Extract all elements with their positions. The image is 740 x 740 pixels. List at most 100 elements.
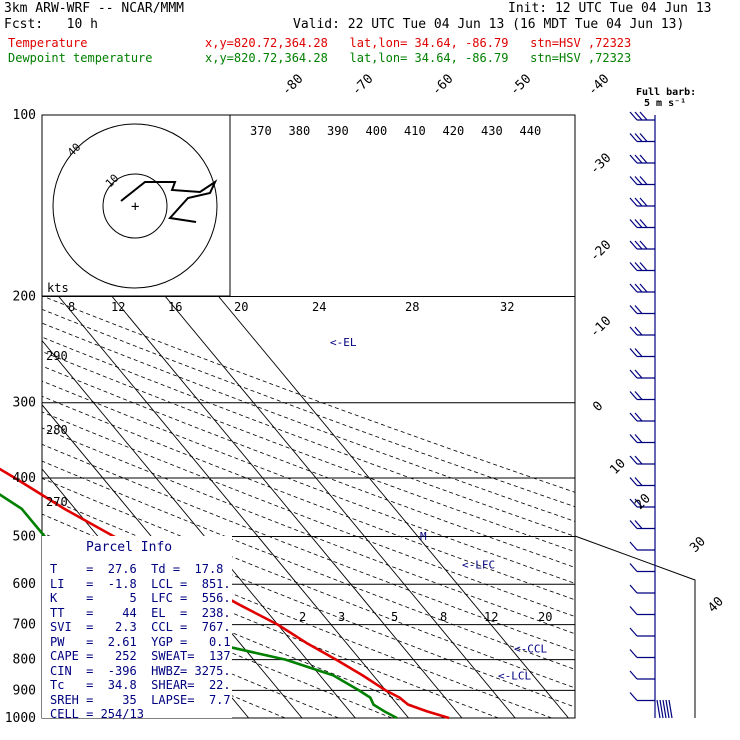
level-marker-label: <-CCL (514, 643, 547, 656)
dry-adiabat (42, 365, 575, 568)
parcel-info-row: Tc = 34.8 SHEAR= 22. (50, 678, 231, 692)
hodograph-origin: + (131, 199, 139, 215)
parcel-info-row: TT = 44 EL = 238. (50, 605, 231, 620)
hodograph-trace (120, 179, 218, 223)
legend-dewpoint: Dewpoint temperature (8, 51, 153, 65)
temperature-tick-label: 40 (705, 594, 727, 616)
surface-barb (662, 699, 667, 719)
hodograph-ring-inner (102, 173, 168, 239)
init-time: Init: 12 UTC Tue 04 Jun 13 (508, 1, 712, 16)
mixing-ratio-label: 16 (168, 300, 182, 314)
theta-label: 370 (250, 124, 272, 138)
pressure-tick-label: 100 (13, 108, 36, 123)
pressure-tick-label: 300 (13, 396, 36, 411)
surface-barb (668, 699, 673, 719)
parcel-info-title: Parcel Info (86, 540, 173, 555)
pressure-tick-label: 500 (13, 529, 36, 544)
level-marker-label: <-EL (330, 336, 357, 349)
isotherm-line (42, 275, 409, 718)
mixing-ratio-label: 32 (500, 300, 514, 314)
surface-barb (656, 699, 661, 719)
wind-barb (629, 563, 655, 573)
level-marker-label: <-LCL (498, 670, 531, 683)
surface-barb (659, 699, 664, 719)
wind-barb (629, 348, 655, 358)
wind-barb (629, 455, 655, 465)
wind-barb (629, 477, 655, 487)
wind-barb (629, 434, 655, 444)
wind-barb (629, 649, 655, 659)
pressure-tick-label: 900 (13, 683, 36, 698)
pressure-tick-label: 700 (13, 618, 36, 633)
location-line-dewpoint: x,y=820.72,364.28 lat,lon= 34.64, -86.79… (205, 51, 632, 65)
parcel-info-row: CELL = 254/13 (50, 707, 144, 721)
wind-barb (629, 541, 655, 551)
parcel-info-row: SVI = 2.3 CCL = 767. (50, 620, 231, 634)
temperature-tick-label: -20 (587, 238, 614, 265)
mixing-ratio-label: 8 (440, 610, 447, 624)
wind-barb (629, 283, 655, 293)
mixing-ratio-label: 3 (338, 610, 345, 624)
parcel-info-row: K = 5 LFC = 556. (50, 591, 231, 605)
surface-barb (665, 699, 670, 719)
pressure-tick-label: 400 (13, 471, 36, 486)
wind-barb (629, 606, 655, 616)
mixing-ratio-label: 12 (484, 610, 498, 624)
parcel-info-row: SREH = 35 LAPSE= 7.7 (50, 692, 231, 707)
pressure-tick-label: 800 (13, 653, 36, 668)
mixing-ratio-label: 28 (405, 300, 419, 314)
hodograph-unit-label: kts (47, 281, 69, 295)
temperature-tick-label: 10 (607, 456, 629, 478)
forecast-hour: Fcst: 10 h (4, 17, 98, 32)
pressure-tick-label: 600 (13, 577, 36, 592)
wind-barb (629, 111, 655, 121)
temperature-tick-label: -70 (349, 72, 376, 99)
hodograph-frame (41, 114, 231, 297)
wind-barb (629, 692, 655, 702)
mixing-ratio-label: 5 (391, 610, 398, 624)
barb-unit: 5 m s⁻¹ (644, 98, 686, 109)
wind-barb (629, 176, 655, 186)
level-marker-label: <-LFC (462, 558, 495, 571)
wind-barb (629, 305, 655, 315)
wind-barb (629, 219, 655, 229)
mixing-ratio-label: 20 (234, 300, 248, 314)
theta-side-label: 280 (46, 423, 68, 437)
temperature-tick-label: -80 (279, 72, 306, 99)
wind-barb (629, 326, 655, 336)
parcel-info-row: LI = -1.8 LCL = 851. (50, 576, 231, 591)
dry-adiabat (42, 477, 575, 689)
dry-adiabat (42, 460, 575, 670)
temperature-tick-label: 20 (632, 491, 654, 513)
theta-side-label: 270 (46, 495, 68, 509)
wind-barb (629, 262, 655, 272)
temperature-tick-label: -60 (429, 72, 456, 99)
wind-barb (629, 498, 655, 508)
mixing-ratio-label: 20 (538, 610, 552, 624)
parcel-info-row: CIN = -396 HWBZ= 3275. (50, 663, 231, 678)
theta-label: 410 (404, 124, 426, 138)
parcel-info-row: PW = 2.61 YGP = 0.1 (50, 634, 231, 649)
plot-frame (41, 114, 576, 719)
parcel-info-bg (42, 536, 232, 718)
wind-barb (629, 154, 655, 164)
theta-label: 390 (327, 124, 349, 138)
wind-barb (629, 240, 655, 250)
temperature-tick-label: -50 (507, 72, 534, 99)
wind-barb (629, 412, 655, 422)
parcel-info-row: CAPE = 252 SWEAT= 137 (50, 649, 231, 663)
dry-adiabat (42, 322, 575, 522)
model-title: 3km ARW-WRF -- NCAR/MMM (4, 1, 185, 16)
plot-frame-skew-edge (574, 535, 696, 718)
legend-temperature: Temperature (8, 36, 88, 50)
theta-label: 380 (289, 124, 311, 138)
mixing-ratio-label: 2 (299, 610, 306, 624)
theta-label: 440 (520, 124, 542, 138)
temperature-tick-label: -30 (587, 151, 614, 178)
barb-header: Full barb: (636, 87, 696, 98)
theta-side-label: 290 (46, 349, 68, 363)
temperature-tick-label: 30 (687, 534, 709, 556)
dry-adiabat (42, 380, 575, 584)
